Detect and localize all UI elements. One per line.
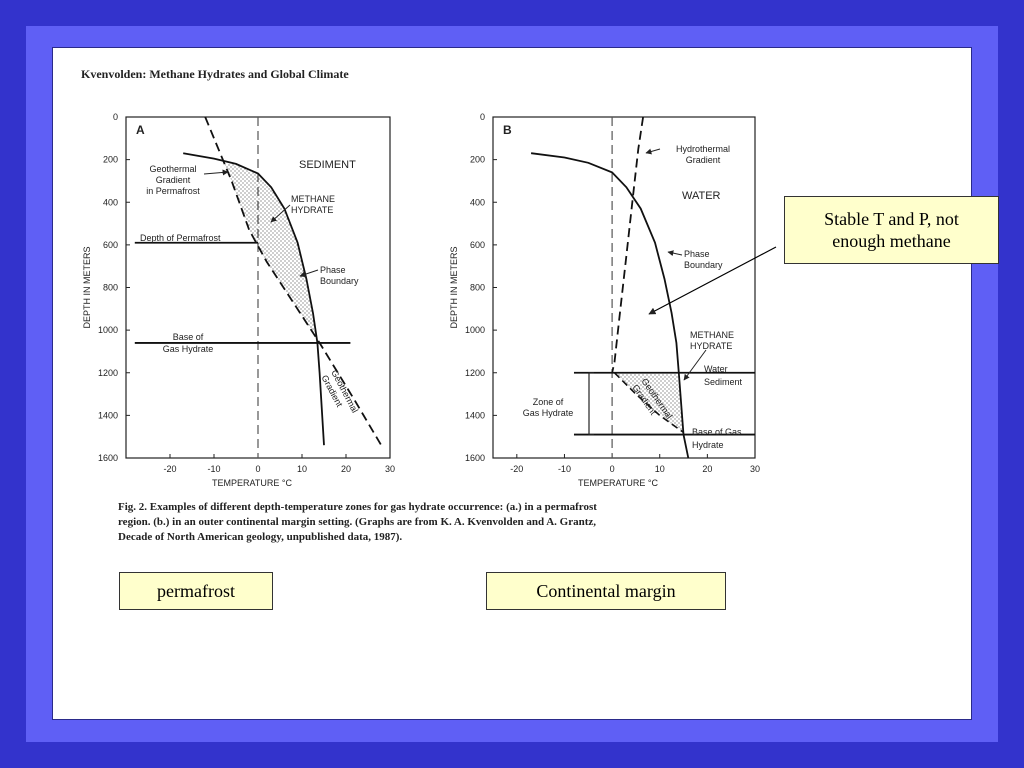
y-tick-label: 1000 [98, 325, 118, 335]
continental-margin-label: Continental margin [536, 580, 676, 601]
y-tick-label: 1400 [465, 410, 485, 420]
y-tick-label: 600 [470, 240, 485, 250]
phase-boundary-label: Boundary [320, 276, 359, 286]
geothermal-gradient-line [613, 372, 684, 434]
panel-label: A [136, 123, 145, 137]
water-label: WATER [682, 190, 721, 202]
methane-hydrate-arrow [270, 204, 291, 223]
depth-of-permafrost-label: Depth of Permafrost [140, 233, 221, 243]
y-tick-label: 1600 [98, 453, 118, 463]
y-axis-label: DEPTH IN METERS [82, 246, 92, 328]
x-tick-label: -10 [558, 464, 571, 474]
phase-boundary-label: Phase [320, 265, 346, 275]
geothermal-permafrost-arrow [203, 169, 229, 176]
phase-boundary-arrow [299, 269, 319, 278]
methane-hydrate-label: METHANE [291, 194, 335, 204]
chart-a: 0 200 400 600 800 1000 1200 1400 1600 -20 -10 0 10 20… [82, 112, 395, 488]
zone-of-gas-hydrate-label: Zone of [533, 397, 564, 407]
x-tick-label: 20 [702, 464, 712, 474]
methane-hydrate-arrow [683, 349, 707, 381]
hydrothermal-gradient-label: Hydrothermal [676, 144, 730, 154]
geothermal-permafrost-label: Gradient [156, 175, 191, 185]
x-tick-label: -20 [510, 464, 523, 474]
x-axis-label: TEMPERATURE °C [578, 478, 658, 488]
methane-hydrate-label: HYDRATE [690, 341, 732, 351]
phase-boundary-line [183, 152, 325, 446]
caption-line: Fig. 2. Examples of different depth-temp… [118, 501, 597, 513]
chart-b: 0 200 400 600 800 1000 1200 1400 1600 -20 -10 0 10 20… [449, 112, 760, 488]
hydrothermal-gradient-arrow [645, 148, 661, 155]
methane-hydrate-label: METHANE [690, 330, 734, 340]
methane-hydrate-label: HYDRATE [291, 205, 333, 215]
figure-caption: Fig. 2. Examples of different depth-temp… [118, 500, 728, 545]
y-tick-label: 0 [480, 112, 485, 122]
permafrost-label: permafrost [157, 580, 235, 601]
geothermal-permafrost-label: in Permafrost [146, 186, 200, 196]
x-tick-label: 30 [385, 464, 395, 474]
y-tick-label: 1200 [465, 368, 485, 378]
y-tick-label: 1600 [465, 453, 485, 463]
zone-bracket [588, 372, 594, 436]
phase-boundary-label: Phase [684, 249, 710, 259]
y-tick-label: 400 [103, 197, 118, 207]
stable-tp-note-box: Stable T and P, not enough methane [784, 196, 999, 264]
y-tick-label: 800 [103, 283, 118, 293]
caption-line: Decade of North American geology, unpubl… [118, 531, 403, 543]
x-tick-label: 0 [255, 464, 260, 474]
x-tick-label: 0 [610, 464, 615, 474]
x-tick-label: 20 [341, 464, 351, 474]
x-tick-label: -20 [163, 464, 176, 474]
permafrost-label-box: permafrost [119, 572, 273, 610]
hydrate-stability-zone [614, 372, 684, 431]
y-tick-label: 600 [103, 240, 118, 250]
y-tick-label: 400 [470, 197, 485, 207]
base-of-gas-hydrate-label: Gas Hydrate [163, 344, 214, 354]
x-tick-label: 10 [297, 464, 307, 474]
x-tick-label: 30 [750, 464, 760, 474]
panel-label: B [503, 123, 512, 137]
base-of-gas-hydrate-label: Base of Gas [692, 427, 742, 437]
base-of-gas-hydrate-label: Hydrate [692, 440, 724, 450]
page-header: Kvenvolden: Methane Hydrates and Global … [81, 67, 349, 81]
y-tick-label: 1000 [465, 325, 485, 335]
hydrate-stability-zone [224, 163, 317, 337]
water-sediment-label: Water [704, 364, 728, 374]
phase-boundary-arrow [667, 250, 683, 257]
base-of-gas-hydrate-label: Base of [173, 332, 204, 342]
hydrothermal-gradient-line [611, 116, 644, 373]
y-tick-label: 1400 [98, 410, 118, 420]
y-tick-label: 800 [470, 283, 485, 293]
sediment-label: SEDIMENT [299, 159, 356, 171]
x-axis-label: TEMPERATURE °C [212, 478, 292, 488]
x-tick-label: -10 [207, 464, 220, 474]
geothermal-permafrost-label: Geothermal [149, 164, 196, 174]
stable-tp-arrow [648, 246, 777, 315]
x-tick-label: 10 [655, 464, 665, 474]
y-tick-label: 200 [103, 155, 118, 165]
zone-of-gas-hydrate-label: Gas Hydrate [523, 408, 574, 418]
geothermal-gradient-line [204, 116, 382, 446]
continental-margin-label-box: Continental margin [486, 572, 726, 610]
water-sediment-label: Sediment [704, 377, 743, 387]
hydrothermal-gradient-label: Gradient [686, 155, 721, 165]
phase-boundary-label: Boundary [684, 260, 723, 270]
caption-line: region. (b.) in an outer continental mar… [118, 516, 597, 528]
y-tick-label: 0 [113, 112, 118, 122]
stable-tp-note-line: enough methane [832, 231, 951, 251]
stable-tp-note-line: Stable T and P, not [824, 209, 959, 229]
y-tick-label: 200 [470, 155, 485, 165]
y-axis-label: DEPTH IN METERS [449, 246, 459, 328]
y-tick-label: 1200 [98, 368, 118, 378]
